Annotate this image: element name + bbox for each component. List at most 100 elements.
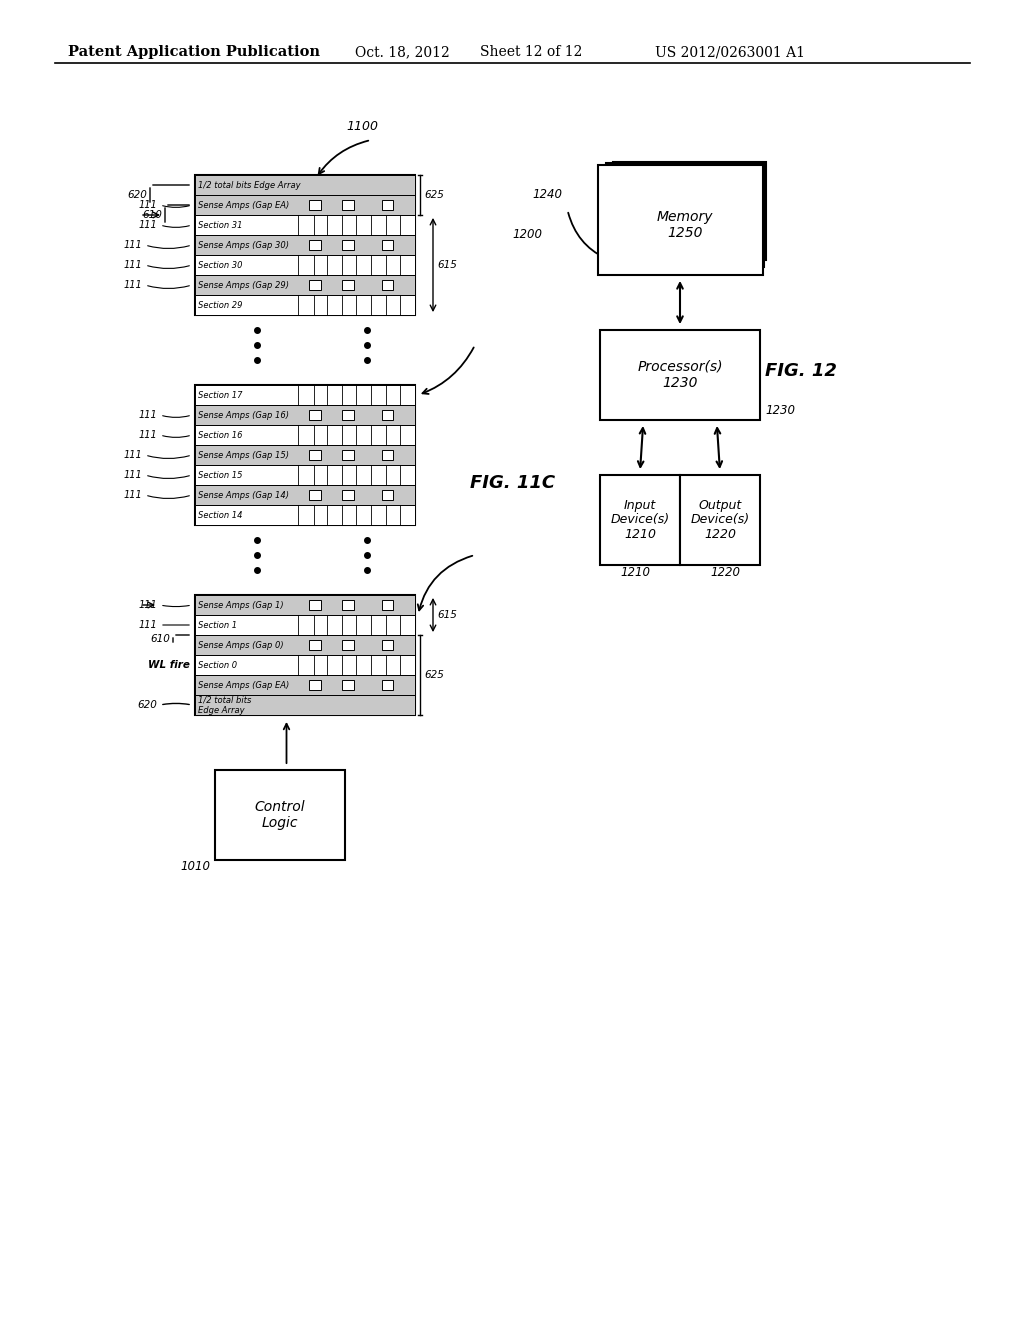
Text: Sense Amps (Gap 16): Sense Amps (Gap 16) (198, 411, 289, 420)
Bar (382, 599, 393, 610)
Bar (382, 409, 393, 420)
Text: 610: 610 (142, 210, 162, 220)
Bar (195, 425, 415, 445)
Bar (215, 770, 345, 861)
Bar (342, 280, 354, 290)
Text: 615: 615 (437, 610, 457, 620)
Bar (342, 199, 354, 210)
Text: 1010: 1010 (180, 859, 210, 873)
Text: 111: 111 (123, 470, 142, 480)
Text: Processor(s)
1230: Processor(s) 1230 (637, 360, 723, 391)
Bar (195, 405, 415, 425)
Bar (195, 385, 415, 525)
Bar (342, 640, 354, 651)
Bar (195, 176, 415, 315)
Text: Section 17: Section 17 (198, 391, 243, 400)
Text: 1230: 1230 (765, 404, 795, 417)
Text: Output
Device(s)
1220: Output Device(s) 1220 (690, 499, 750, 541)
Bar (195, 465, 415, 484)
Bar (195, 294, 415, 315)
Text: 615: 615 (437, 260, 457, 271)
Text: 111: 111 (138, 601, 157, 610)
Text: Section 16: Section 16 (198, 430, 243, 440)
Text: FIG. 11C: FIG. 11C (470, 474, 555, 492)
Text: Section 0: Section 0 (198, 660, 238, 669)
Text: 111: 111 (138, 201, 157, 210)
Bar (195, 275, 415, 294)
Text: Section 1: Section 1 (198, 620, 238, 630)
Text: Sense Amps (Gap 14): Sense Amps (Gap 14) (198, 491, 289, 499)
Bar (605, 164, 764, 267)
Text: 111: 111 (138, 620, 157, 630)
Bar (195, 215, 415, 235)
Bar (195, 615, 415, 635)
Text: Sense Amps (Gap 30): Sense Amps (Gap 30) (198, 240, 289, 249)
Bar (600, 475, 680, 565)
Text: Sense Amps (Gap 0): Sense Amps (Gap 0) (198, 640, 284, 649)
Bar (382, 280, 393, 290)
Text: Section 15: Section 15 (198, 470, 243, 479)
Bar (309, 240, 321, 251)
Text: 111: 111 (138, 411, 157, 420)
Text: 620: 620 (137, 700, 157, 710)
Bar (382, 490, 393, 500)
Text: 111: 111 (138, 220, 157, 230)
Text: 1220: 1220 (710, 566, 740, 579)
Bar (195, 506, 415, 525)
Bar (195, 255, 415, 275)
Text: 111: 111 (123, 450, 142, 459)
Text: 111: 111 (123, 490, 142, 500)
Bar (342, 680, 354, 690)
Text: Oct. 18, 2012: Oct. 18, 2012 (355, 45, 450, 59)
Text: Memory
1250: Memory 1250 (656, 210, 714, 240)
Bar (342, 450, 354, 461)
Bar (309, 409, 321, 420)
Bar (195, 176, 415, 195)
Text: 1/2 total bits
Edge Array: 1/2 total bits Edge Array (198, 696, 251, 714)
Bar (195, 195, 415, 215)
Text: WL fire: WL fire (148, 660, 190, 671)
Text: Control
Logic: Control Logic (255, 800, 305, 830)
Text: 111: 111 (123, 280, 142, 290)
Text: 610: 610 (151, 634, 170, 644)
Bar (342, 490, 354, 500)
Text: 111: 111 (123, 240, 142, 249)
Bar (342, 240, 354, 251)
Text: Section 14: Section 14 (198, 511, 243, 520)
Bar (195, 655, 415, 675)
Bar (597, 165, 763, 275)
Bar (309, 599, 321, 610)
Bar (195, 445, 415, 465)
Bar (309, 640, 321, 651)
Bar (342, 599, 354, 610)
Bar (382, 640, 393, 651)
Text: 111: 111 (123, 260, 142, 271)
Text: FIG. 12: FIG. 12 (765, 362, 837, 380)
Text: US 2012/0263001 A1: US 2012/0263001 A1 (655, 45, 805, 59)
Text: 1210: 1210 (620, 566, 650, 579)
Bar (382, 680, 393, 690)
Bar (309, 450, 321, 461)
Text: 620: 620 (127, 190, 147, 201)
Text: Sense Amps (Gap 1): Sense Amps (Gap 1) (198, 601, 284, 610)
Text: 625: 625 (424, 190, 443, 201)
Bar (195, 484, 415, 506)
Bar (382, 450, 393, 461)
Text: Sense Amps (Gap EA): Sense Amps (Gap EA) (198, 201, 289, 210)
Bar (600, 330, 760, 420)
Text: 625: 625 (424, 671, 443, 680)
Bar (195, 385, 415, 405)
Bar (195, 675, 415, 696)
Bar (382, 240, 393, 251)
Bar (309, 490, 321, 500)
Bar (612, 162, 766, 260)
Text: 1200: 1200 (512, 228, 543, 242)
Bar (382, 199, 393, 210)
Bar (195, 595, 415, 715)
Text: Sense Amps (Gap EA): Sense Amps (Gap EA) (198, 681, 289, 689)
Bar (309, 199, 321, 210)
Text: Section 31: Section 31 (198, 220, 243, 230)
Text: Input
Device(s)
1210: Input Device(s) 1210 (610, 499, 670, 541)
Bar (309, 280, 321, 290)
Text: Sense Amps (Gap 15): Sense Amps (Gap 15) (198, 450, 289, 459)
